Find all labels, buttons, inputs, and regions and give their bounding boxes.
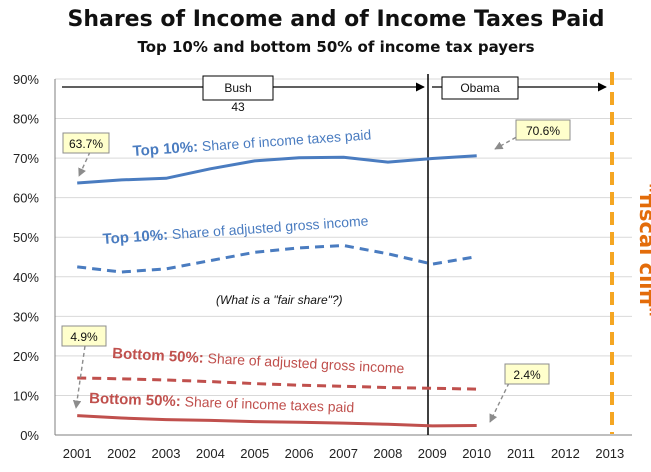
obama-era-label: Obama [460,81,500,95]
x-tick-label: 2003 [152,446,181,461]
callout-63-7-box [62,132,110,154]
series-line-bottom50_agi [77,376,477,391]
x-axis: 2001 2002 2003 2004 2005 2006 2007 2008 2009 2010… [63,446,625,461]
x-tick-label: 2012 [551,446,580,461]
x-tick-label: 2004 [196,446,225,461]
chart-title: Shares of Income and of Income Taxes Pai… [67,7,604,32]
gridlines [55,78,632,436]
x-tick-label: 2013 [595,446,624,461]
callout-4-9-text: 4.9% [70,330,98,344]
x-tick-label: 2009 [418,446,447,461]
fiscal-cliff-label: "fiscal cliff" [635,183,651,318]
callout-63-7: 63.7% [62,132,110,177]
bush-era-label: Bush [224,81,251,95]
y-tick-label: 30% [13,309,39,324]
y-tick-label: 90% [13,72,39,87]
series-line-top10_taxes [77,154,477,185]
x-tick-label: 2002 [107,446,136,461]
top10-agi-label: Top 10%: Share of adjusted gross income [102,212,369,248]
series-line-bottom50_taxes [77,414,477,428]
top10-agi-label-rest: Share of adjusted gross income [167,212,369,242]
y-tick-label: 0% [20,428,39,443]
y-tick-label: 50% [13,230,39,245]
x-tick-label: 2005 [240,446,269,461]
x-tick-label: 2001 [63,446,92,461]
top10-agi-label-bold: Top 10%: [102,226,169,248]
data-series [77,154,477,428]
y-tick-label: 40% [13,270,39,285]
x-tick-label: 2006 [285,446,314,461]
y-axis: 0% 10% 20% 30% 40% 50% 60% 70% 80% 90% [13,72,56,443]
y-tick-label: 20% [13,349,39,364]
y-tick-label: 80% [13,112,39,127]
top10-taxes-label-rest: Share of income taxes paid [197,126,371,154]
callout-2-4: 2.4% [489,363,550,423]
bush-era-sub-label: 43 [231,100,245,114]
callout-4-9: 4.9% [61,325,107,409]
callout-70-6-text: 70.6% [526,124,560,138]
fair-share-note: (What is a "fair share"?) [216,293,343,307]
callout-2-4-arrow [489,382,510,423]
y-tick-label: 10% [13,388,39,403]
callout-2-4-box [504,363,550,385]
x-tick-label: 2008 [373,446,402,461]
bottom50-agi-label: Bottom 50%: Share of adjusted gross inco… [112,345,405,377]
y-tick-label: 60% [13,191,39,206]
callout-70-6-box [515,119,571,141]
callout-2-4-text: 2.4% [513,368,541,382]
top10-taxes-label: Top 10%: Share of income taxes paid [132,126,372,160]
bottom50-agi-label-rest: Share of adjusted gross income [203,350,405,376]
callout-4-9-box [61,325,107,347]
y-tick-label: 70% [13,151,39,166]
bottom50-taxes-label-rest: Share of income taxes paid [181,393,355,415]
bottom50-agi-label-bold: Bottom 50%: [112,345,204,367]
callout-70-6: 70.6% [494,119,571,150]
callout-70-6-arrow [494,133,523,150]
top10-taxes-label-bold: Top 10%: [132,138,199,160]
bush-era-box [202,75,274,101]
series-line-top10_agi [77,244,477,274]
x-tick-label: 2007 [329,446,358,461]
x-tick-label: 2010 [462,446,491,461]
callout-63-7-arrow [78,151,91,177]
chart-subtitle: Top 10% and bottom 50% of income tax pay… [137,38,534,56]
bottom50-taxes-label: Bottom 50%: Share of income taxes paid [89,390,355,416]
obama-era-box [441,76,519,100]
bottom50-taxes-label-bold: Bottom 50%: [89,390,181,410]
callout-63-7-text: 63.7% [69,137,103,151]
x-tick-label: 2011 [507,446,535,461]
callout-4-9-arrow [72,345,86,409]
